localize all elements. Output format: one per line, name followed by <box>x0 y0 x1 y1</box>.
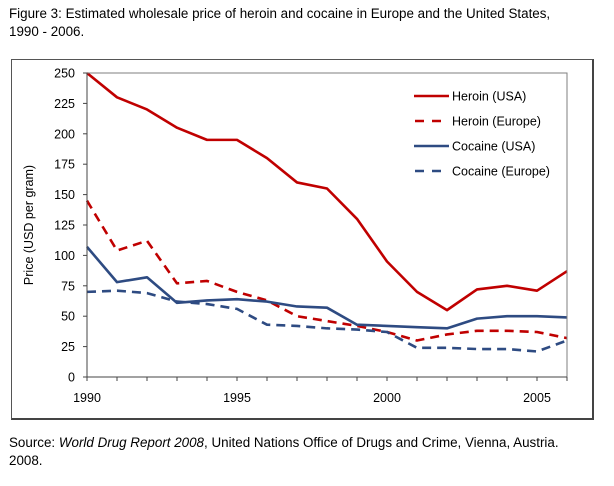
series-line-heroin-usa <box>86 71 568 312</box>
legend-label: Heroin (Europe) <box>452 115 541 129</box>
x-tick-label: 2000 <box>373 391 401 405</box>
y-tick-label: 100 <box>54 249 75 263</box>
y-tick-label: 225 <box>54 97 75 111</box>
y-tick-label: 250 <box>54 67 75 81</box>
figure-caption: Figure 3: Estimated wholesale price of h… <box>9 5 609 41</box>
y-tick-label: 150 <box>54 188 75 202</box>
caption-line-2: 1990 - 2006. <box>9 24 85 39</box>
x-tick-label: 1995 <box>223 391 251 405</box>
source-title: World Drug Report 2008 <box>58 435 205 450</box>
series-line-heroin-europe <box>85 200 568 342</box>
source-prefix: Source: <box>9 435 59 450</box>
y-tick-label: 200 <box>54 127 75 141</box>
legend: Heroin (USA) Heroin (Europe) Cocaine (USA)… <box>414 90 550 179</box>
x-tick-label: 2005 <box>523 391 551 405</box>
y-tick-label: 0 <box>68 371 75 385</box>
series-layer <box>85 71 568 353</box>
source-note: Source: World Drug Report 2008, United N… <box>9 434 609 470</box>
y-tick-label: 50 <box>61 310 75 324</box>
source-line-2: 2008. <box>9 453 43 468</box>
y-tick-label: 75 <box>61 279 75 293</box>
y-axis-title: Price (USD per gram) <box>22 165 36 285</box>
axes-layer: 0 25 50 75 100 125 150 175 200 225 250 1990 1995 2000… <box>54 67 568 405</box>
x-tick-label: 1990 <box>73 391 101 405</box>
y-tick-label: 125 <box>54 219 75 233</box>
y-tick-label: 25 <box>61 340 75 354</box>
source-rest: , United Nations Office of Drugs and Cri… <box>204 435 559 450</box>
legend-label: Heroin (USA) <box>452 90 526 104</box>
caption-line-1: Figure 3: Estimated wholesale price of h… <box>9 6 551 21</box>
legend-label: Cocaine (Europe) <box>452 165 550 179</box>
chart-frame <box>11 59 594 420</box>
y-tick-label: 175 <box>54 158 75 172</box>
legend-label: Cocaine (USA) <box>452 140 535 154</box>
